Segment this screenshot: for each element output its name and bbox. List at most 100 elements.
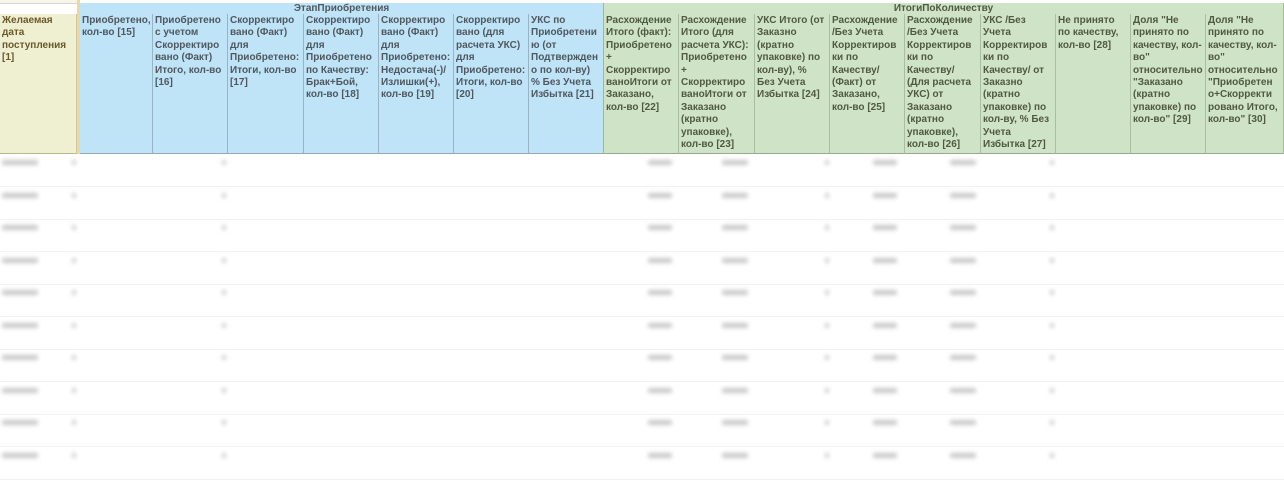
blurred-cell-value [722, 225, 748, 230]
table-row[interactable] [0, 219, 1284, 252]
blurred-cell-value [2, 387, 38, 393]
table-row[interactable] [0, 349, 1284, 382]
blurred-cell-value [722, 420, 748, 425]
blurred-cell-value [825, 420, 829, 425]
blurred-cell-value [648, 192, 672, 198]
blurred-cell-value [222, 387, 226, 393]
blurred-cell-value [873, 160, 897, 165]
top-strip [0, 0, 80, 4]
blurred-cell-value [1050, 355, 1054, 360]
blurred-cell-value [722, 452, 748, 458]
blurred-cell-value [873, 225, 897, 230]
blurred-cell-value [1050, 387, 1054, 393]
blurred-cell-value [72, 257, 76, 263]
column-header-blue-19[interactable]: Скорректиро вано (Факт) для Приобретено:… [379, 14, 454, 154]
blurred-cell-value [222, 452, 226, 458]
column-header-blue-18[interactable]: Скорректиро вано (Факт) для Приобретено … [304, 14, 379, 154]
column-header-blue-21[interactable]: УКС по Приобретени ю (от Подтвержден о п… [529, 14, 604, 154]
blurred-cell-value [1050, 290, 1054, 295]
blurred-cell-value [722, 160, 748, 165]
blurred-cell-value [2, 257, 38, 263]
blurred-cell-value [2, 420, 38, 425]
blurred-cell-value [950, 355, 976, 360]
blurred-cell-value [222, 192, 226, 198]
blurred-cell-value [950, 257, 976, 263]
blurred-cell-value [72, 225, 76, 230]
blurred-cell-value [648, 420, 672, 425]
blurred-cell-value [873, 290, 897, 295]
blurred-cell-value [722, 387, 748, 393]
blurred-cell-value [950, 452, 976, 458]
frozen-column-separator [77, 0, 80, 154]
blurred-cell-value [72, 160, 76, 165]
column-header-green-25[interactable]: Расхождение /Без Учета Корректиров ки по… [830, 14, 905, 154]
column-header-green-22[interactable]: Расхождение Итого (факт): Приобретено + … [604, 14, 679, 154]
table-row[interactable] [0, 447, 1284, 480]
blurred-cell-value [222, 225, 226, 230]
blurred-cell-value [873, 257, 897, 263]
blurred-cell-value [2, 192, 38, 198]
column-header-green-30[interactable]: Доля "Не принято по качеству, кол-во" от… [1206, 14, 1284, 154]
blurred-cell-value [825, 225, 829, 230]
blurred-cell-value [222, 290, 226, 295]
blurred-cell-value [648, 322, 672, 328]
blurred-cell-value [873, 452, 897, 458]
blurred-cell-value [825, 322, 829, 328]
blurred-cell-value [2, 355, 38, 360]
blurred-cell-value [825, 257, 829, 263]
blurred-cell-value [648, 387, 672, 393]
blurred-cell-value [2, 322, 38, 328]
blurred-cell-value [222, 420, 226, 425]
column-header-green-26[interactable]: Расхождение /Без Учета Корректиров ки по… [905, 14, 981, 154]
column-header-green-29[interactable]: Доля "Не принято по качеству, кол-во" от… [1131, 14, 1206, 154]
blurred-cell-value [648, 290, 672, 295]
table-row[interactable] [0, 317, 1284, 350]
blurred-cell-value [722, 257, 748, 263]
table-row[interactable] [0, 154, 1284, 187]
table-row[interactable] [0, 284, 1284, 317]
blurred-cell-value [1050, 257, 1054, 263]
blurred-cell-value [648, 160, 672, 165]
blurred-cell-value [1050, 420, 1054, 425]
blurred-cell-value [950, 290, 976, 295]
column-header-green-28[interactable]: Не принято по качеству, кол-во [28] [1056, 14, 1131, 154]
blurred-cell-value [722, 322, 748, 328]
column-header-green-27[interactable]: УКС /Без Учета Корректиров ки по Качеств… [981, 14, 1056, 154]
column-header-green-24[interactable]: УКС Итого (от Заказно (кратно упаковке) … [755, 14, 830, 154]
column-header-blue-17[interactable]: Скорректиро вано (Факт) для Приобретено:… [228, 14, 304, 154]
blurred-cell-value [873, 420, 897, 425]
blurred-cell-value [722, 192, 748, 198]
table-row[interactable] [0, 414, 1284, 447]
blurred-cell-value [825, 192, 829, 198]
blurred-cell-value [873, 355, 897, 360]
blurred-cell-value [648, 355, 672, 360]
blurred-cell-value [825, 290, 829, 295]
column-header-blue-20[interactable]: Скорректиро вано (для расчета УКС) для П… [454, 14, 529, 154]
column-header-blue-15[interactable]: Приобретено, кол-во [15] [80, 14, 153, 154]
blurred-cell-value [1050, 225, 1054, 230]
blurred-cell-value [1050, 192, 1054, 198]
blurred-cell-value [1050, 322, 1054, 328]
blurred-cell-value [825, 355, 829, 360]
table-row[interactable] [0, 252, 1284, 285]
column-header-blue-16[interactable]: Приобретено с учетом Скорректиро вано (Ф… [153, 14, 228, 154]
blurred-cell-value [222, 257, 226, 263]
blurred-cell-value [648, 452, 672, 458]
blurred-cell-value [222, 322, 226, 328]
blurred-cell-value [950, 225, 976, 230]
blurred-cell-value [72, 192, 76, 198]
column-header-green-23[interactable]: Расхождение Итого (для расчета УКС): При… [679, 14, 755, 154]
blurred-cell-value [72, 355, 76, 360]
blurred-cell-value [950, 420, 976, 425]
blurred-cell-value [72, 290, 76, 295]
blurred-cell-value [873, 322, 897, 328]
blurred-cell-value [722, 355, 748, 360]
blurred-cell-value [72, 387, 76, 393]
table-row[interactable] [0, 187, 1284, 220]
blurred-cell-value [950, 322, 976, 328]
blurred-cell-value [2, 290, 38, 295]
table-row[interactable] [0, 382, 1284, 415]
column-header-desired-date[interactable]: Желаемая дата поступления [1] [0, 14, 77, 154]
blurred-cell-value [950, 160, 976, 165]
blurred-cell-value [825, 452, 829, 458]
